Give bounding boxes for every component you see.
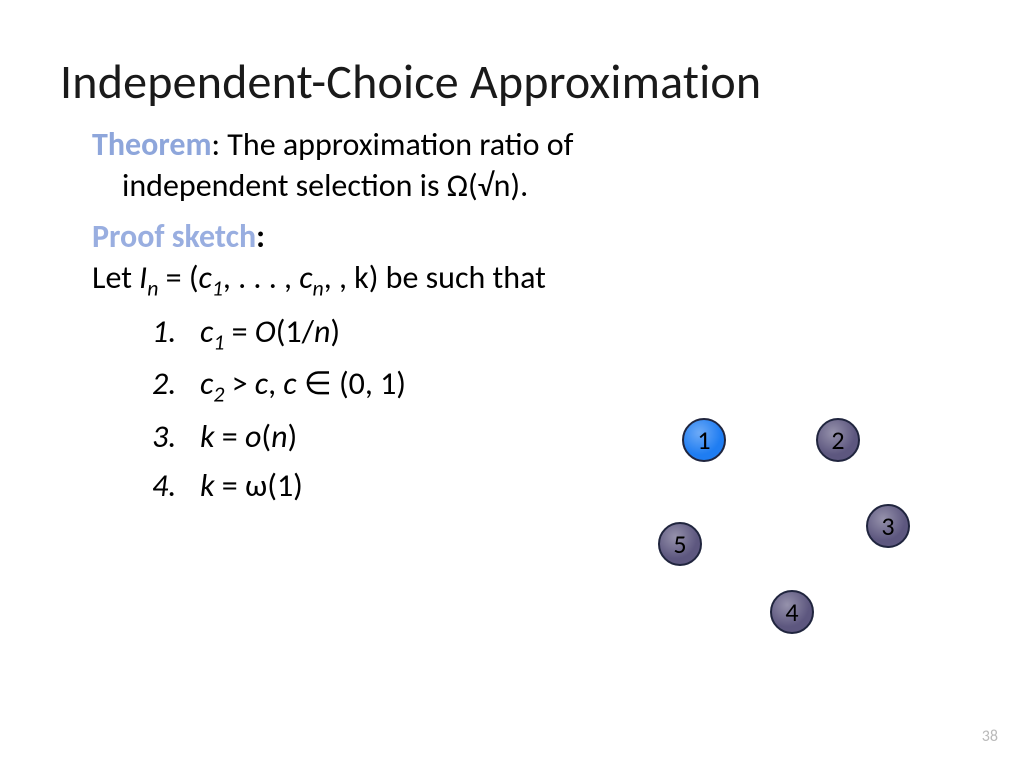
condition-number: 1. xyxy=(152,307,200,357)
graph-node-2: 2 xyxy=(816,418,860,462)
graph-node-label: 1 xyxy=(697,420,710,460)
theorem-label: Theorem xyxy=(92,125,211,164)
graph-node-3: 3 xyxy=(866,504,910,548)
proof-label: Proof sketch xyxy=(92,217,256,256)
graph-node-label: 2 xyxy=(831,420,844,460)
let-prefix: Let xyxy=(92,258,139,297)
let-line: Let In = (c1, . . . , cn, , k) be such t… xyxy=(92,258,964,301)
condition-number: 2. xyxy=(152,359,200,409)
condition-expr: k = o(n) xyxy=(200,417,297,456)
let-sub-n: n xyxy=(147,274,158,301)
proof-colon: : xyxy=(256,217,265,256)
theorem-text-1: The approximation ratio of xyxy=(220,125,573,164)
condition-expr: c2 > c, c ∈ (0, 1) xyxy=(200,364,406,403)
graph-node-label: 3 xyxy=(881,506,894,546)
graph-node-5: 5 xyxy=(658,522,702,566)
condition-expr: c1 = O(1/n) xyxy=(200,312,340,351)
let-c1-1: 1 xyxy=(212,274,223,301)
condition-item: 1.c1 = O(1/n) xyxy=(152,307,964,359)
let-k-var: , k xyxy=(339,258,369,297)
page-title: Independent-Choice Approximation xyxy=(60,52,964,111)
proof-heading: Proof sketch: xyxy=(92,217,964,256)
node-graph: 1 2 3 4 5 xyxy=(658,410,978,670)
let-dots: , . . . , xyxy=(223,258,299,297)
condition-expr: k = ω(1) xyxy=(200,466,303,505)
theorem-colon: : xyxy=(211,125,220,164)
page-number: 38 xyxy=(982,727,998,746)
let-cn-c: c xyxy=(299,258,312,297)
graph-node-label: 5 xyxy=(673,524,686,564)
graph-node-4: 4 xyxy=(770,590,814,634)
let-cn-n: n xyxy=(313,274,324,301)
condition-number: 3. xyxy=(152,412,200,462)
graph-node-1: 1 xyxy=(682,418,726,462)
let-c1-c: c xyxy=(199,258,212,297)
let-close: ) be such that xyxy=(369,258,546,297)
let-eq: = ( xyxy=(158,258,198,297)
theorem-text-2: independent selection is Ω(√n). xyxy=(122,166,964,207)
condition-item: 2.c2 > c, c ∈ (0, 1) xyxy=(152,359,964,411)
graph-node-label: 4 xyxy=(785,592,798,632)
let-k: , , k xyxy=(324,258,369,297)
theorem-statement: Theorem: The approximation ratio of inde… xyxy=(92,125,964,207)
let-var-I: I xyxy=(139,258,147,297)
slide: Independent-Choice Approximation Theorem… xyxy=(0,0,1024,768)
condition-number: 4. xyxy=(152,461,200,511)
